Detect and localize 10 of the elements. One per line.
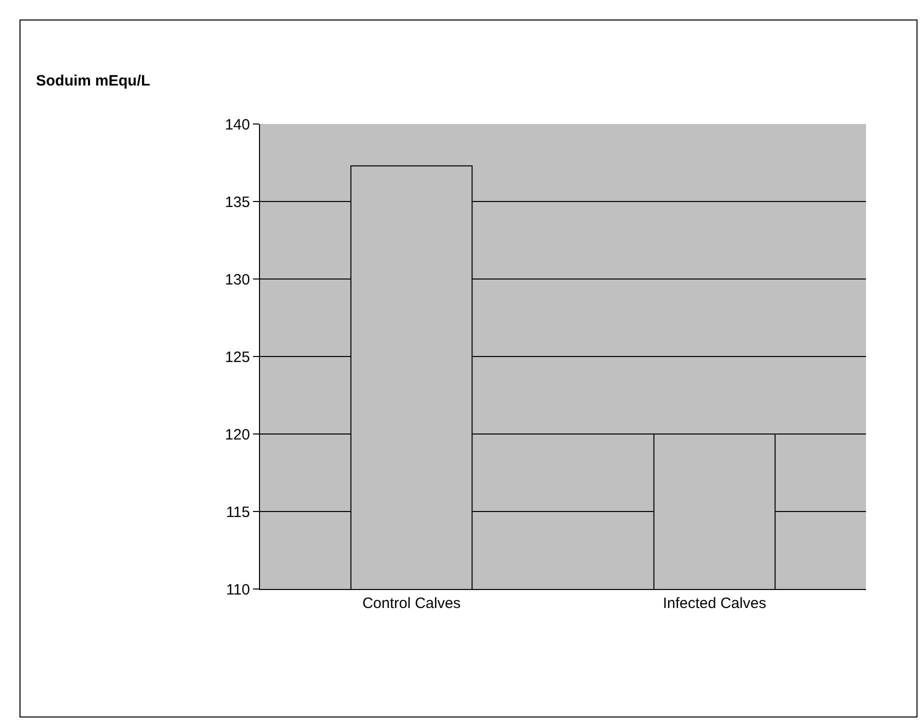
y-tick-label: 110	[226, 581, 250, 598]
text: Soduim mEqu/L	[36, 72, 150, 90]
y-tick-label: 115	[226, 504, 250, 521]
y-tick-label: 120	[224, 426, 250, 444]
y-tick-label: 140	[224, 116, 250, 134]
y-tick-label: 130	[224, 271, 250, 288]
y-tick-label: 125	[224, 348, 250, 366]
x-tick-label: Infected Calves	[662, 595, 766, 612]
x-tick-label: Control Calves	[362, 595, 461, 612]
y-tick-label: 135	[224, 194, 250, 211]
